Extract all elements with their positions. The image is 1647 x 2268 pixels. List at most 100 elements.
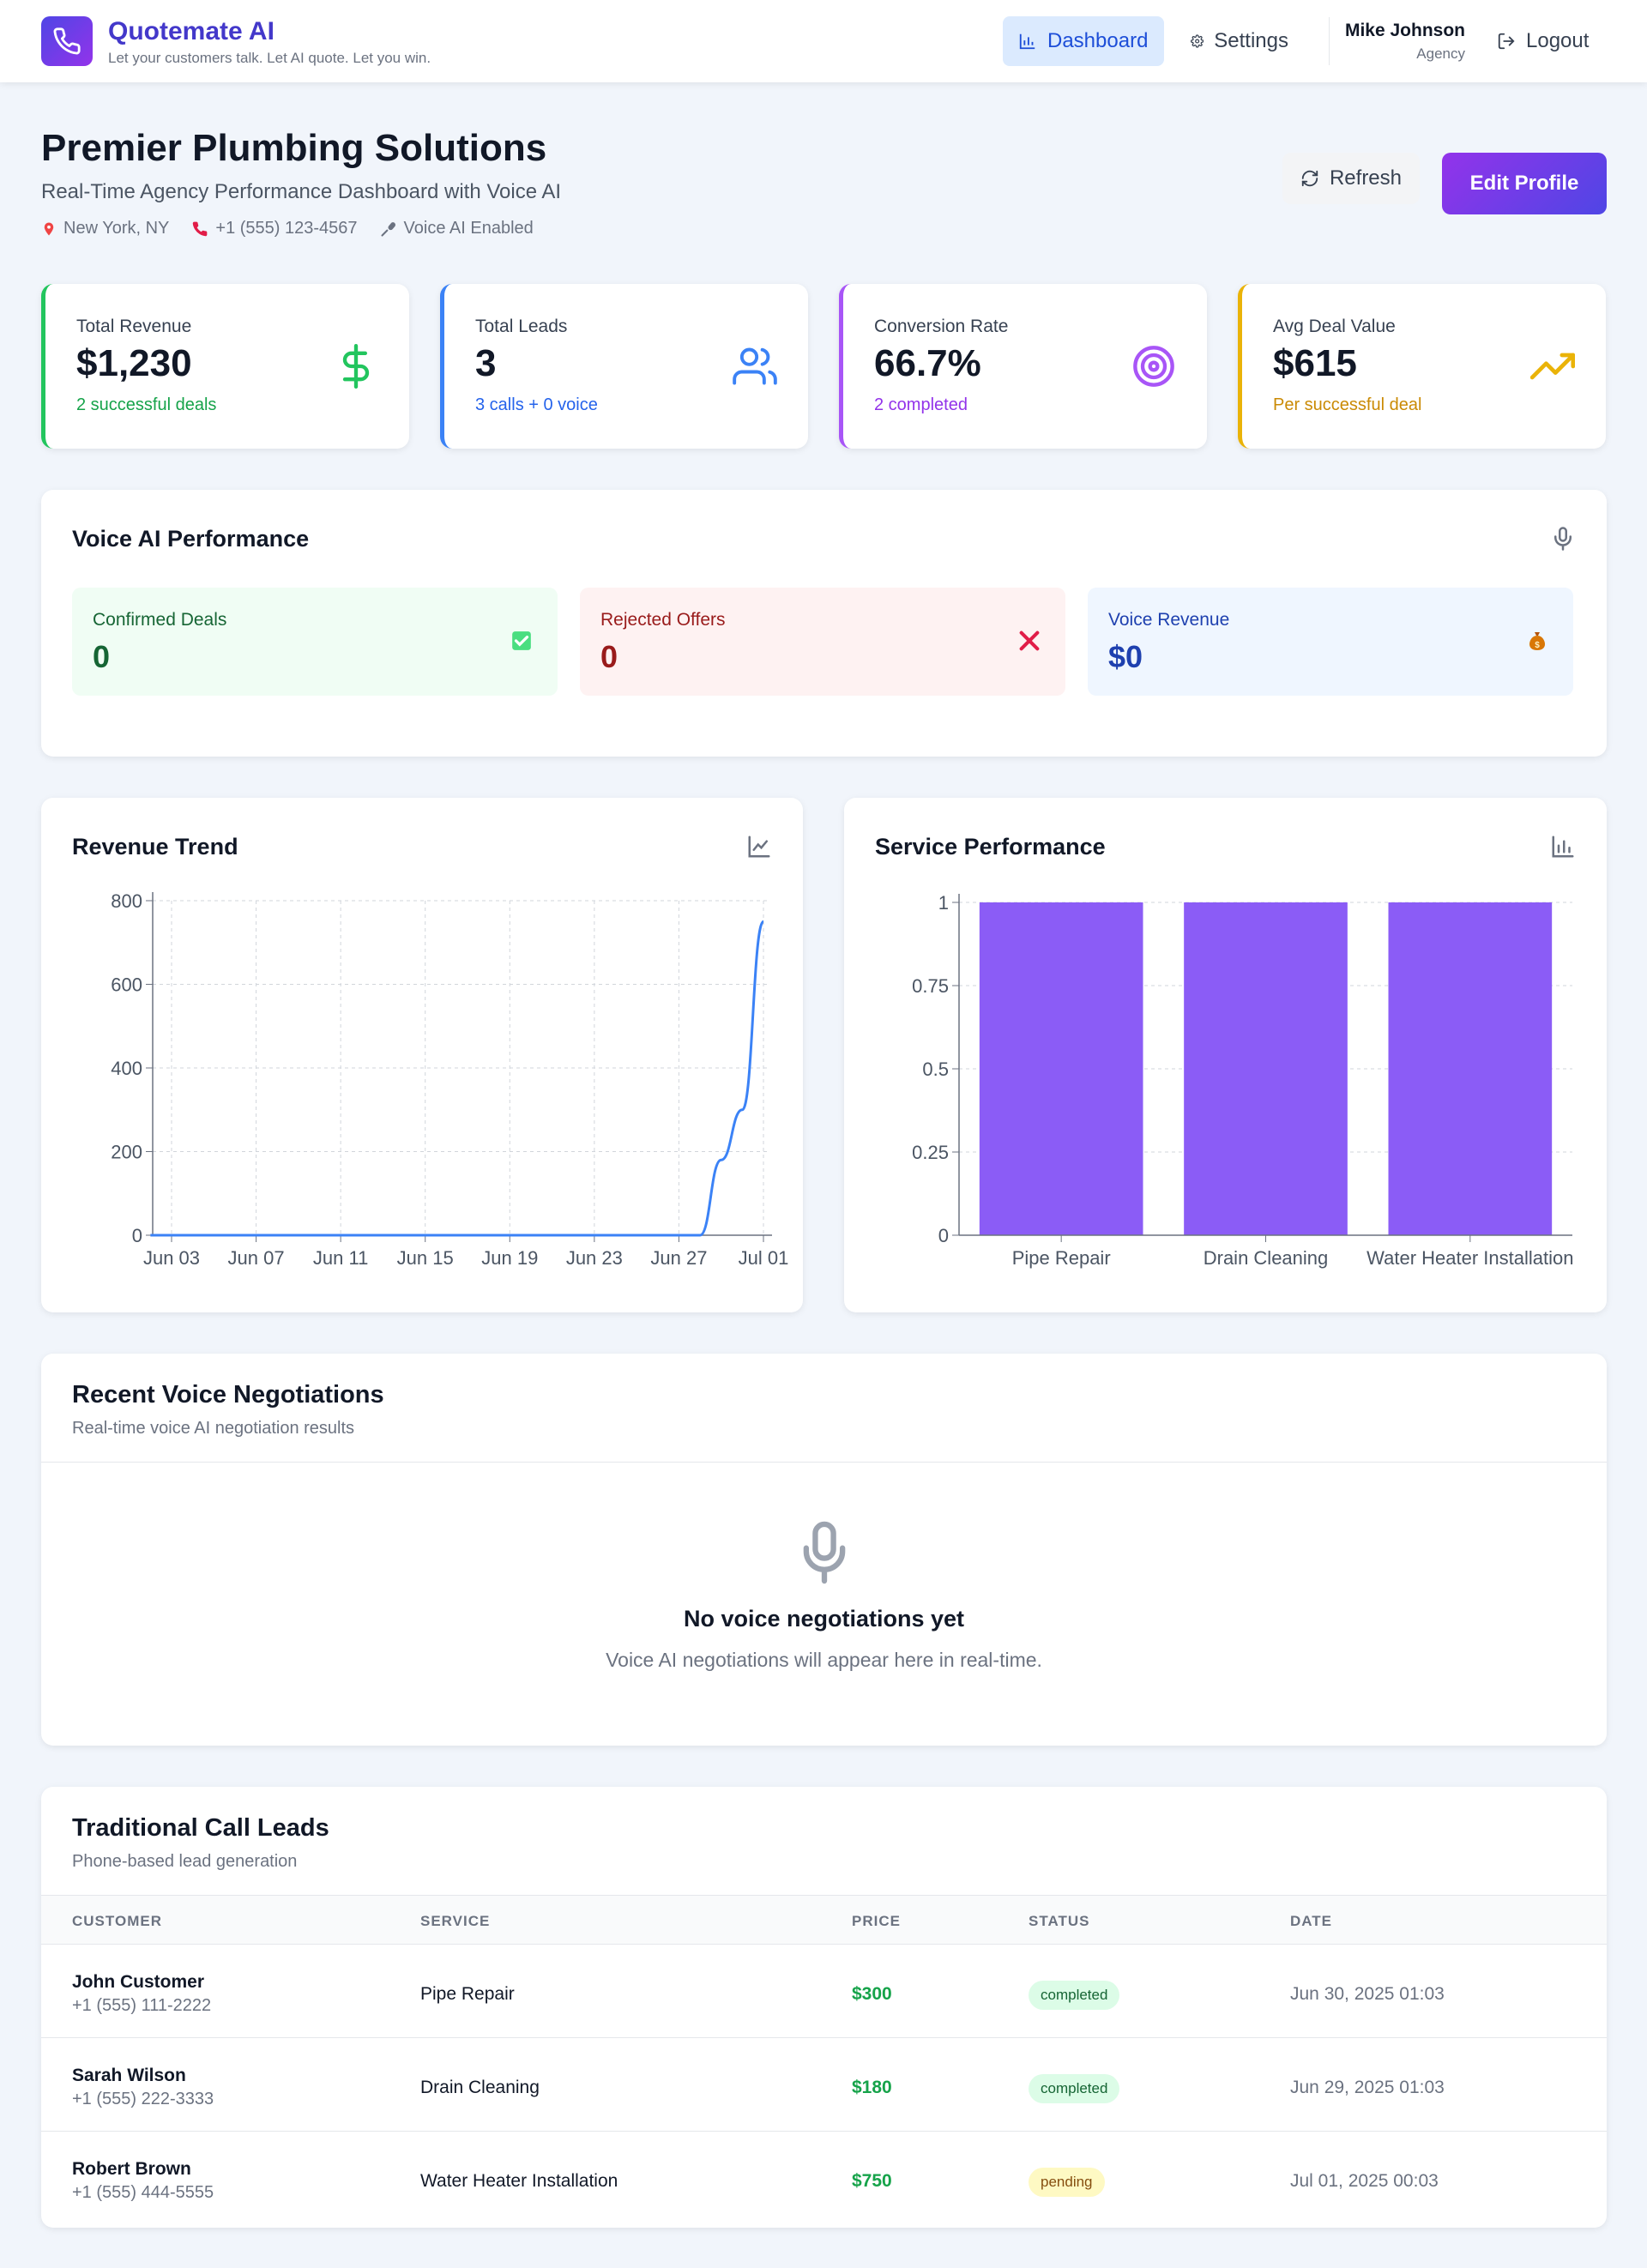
- customer-phone: +1 (555) 222-3333: [72, 2090, 214, 2108]
- customer-phone: +1 (555) 444-5555: [72, 2183, 214, 2202]
- card-title: Traditional Call Leads: [72, 1814, 329, 1842]
- confirmed-deals-label: Confirmed Deals: [93, 610, 227, 630]
- kpi-label: Total Leads: [475, 317, 568, 336]
- user-name: Mike Johnson: [1344, 21, 1465, 40]
- nav-dashboard[interactable]: Dashboard: [1003, 16, 1164, 66]
- card-title: Voice AI Performance: [72, 526, 310, 552]
- table-row[interactable]: Sarah Wilson +1 (555) 222-3333 Drain Cle…: [41, 2038, 1607, 2132]
- voice-text: Voice AI Enabled: [403, 219, 534, 238]
- location-meta: New York, NY: [41, 219, 169, 238]
- refresh-icon: [1301, 170, 1318, 187]
- table-header: CUSTOMER SERVICE PRICE STATUS DATE: [41, 1895, 1607, 1945]
- rejected-offers-label: Rejected Offers: [600, 610, 726, 630]
- phone-text: +1 (555) 123-4567: [215, 219, 358, 238]
- x-tick-label: Jun 19: [481, 1247, 538, 1269]
- nav-settings-label: Settings: [1214, 29, 1288, 52]
- logout-button[interactable]: Logout: [1481, 16, 1610, 66]
- column-header-date: DATE: [1290, 1913, 1333, 1929]
- x-mark-icon: [1016, 627, 1043, 654]
- y-tick-label: 0: [132, 1225, 142, 1246]
- app-logo[interactable]: [41, 16, 93, 66]
- kpi-value: 66.7%: [874, 342, 981, 384]
- price-cell: $180: [852, 2078, 892, 2097]
- kpi-value: 3: [475, 342, 497, 384]
- x-tick-label: Jun 07: [228, 1247, 285, 1269]
- customer-name: John Customer: [72, 1972, 205, 1992]
- kpi-value: $615: [1273, 342, 1357, 384]
- table-row[interactable]: Robert Brown +1 (555) 444-5555 Water Hea…: [41, 2132, 1607, 2225]
- x-tick-label: Drain Cleaning: [1204, 1247, 1329, 1269]
- y-tick-label: 400: [111, 1058, 142, 1079]
- kpi-value: $1,230: [76, 342, 192, 384]
- kpi-avg-deal-value: Avg Deal Value $615 Per successful deal: [1238, 284, 1606, 449]
- line-chart-icon: [748, 835, 770, 858]
- y-tick-label: 800: [111, 890, 142, 912]
- brand-name: Quotemate AI: [108, 17, 274, 45]
- x-tick-label: Jun 11: [313, 1247, 368, 1269]
- kpi-conversion-rate: Conversion Rate 66.7% 2 completed: [839, 284, 1207, 449]
- bar: [1388, 902, 1553, 1235]
- nav-dashboard-label: Dashboard: [1047, 29, 1149, 52]
- customer-phone: +1 (555) 111-2222: [72, 1996, 212, 2015]
- phone-receiver-icon: [193, 221, 208, 236]
- x-tick-label: Jun 03: [143, 1247, 200, 1269]
- customer-name: Robert Brown: [72, 2159, 191, 2179]
- voice-revenue-box: Voice Revenue $0 $: [1088, 588, 1573, 696]
- logout-label: Logout: [1526, 29, 1590, 52]
- phone-icon: [53, 27, 81, 55]
- date-cell: Jul 01, 2025 00:03: [1290, 2171, 1439, 2191]
- kpi-label: Total Revenue: [76, 317, 192, 336]
- bar: [979, 902, 1143, 1235]
- kpi-label: Conversion Rate: [874, 317, 1009, 336]
- voice-revenue-value: $0: [1108, 639, 1143, 674]
- check-box-icon: [508, 627, 535, 654]
- gear-icon: [1191, 34, 1204, 48]
- revenue-trend-card: Revenue Trend 0 200 400 600 800 Jun 03 Jun 07 J…: [41, 798, 803, 1312]
- refresh-button[interactable]: Refresh: [1282, 153, 1420, 204]
- microphone-icon: [1554, 527, 1572, 551]
- edit-profile-button[interactable]: Edit Profile: [1442, 153, 1607, 214]
- y-tick-label: 0.5: [922, 1059, 949, 1080]
- trending-up-icon: [1530, 353, 1575, 380]
- business-meta: New York, NY +1 (555) 123-4567 Voice AI …: [41, 219, 534, 238]
- customer-name: Sarah Wilson: [72, 2066, 186, 2085]
- confirmed-deals-box: Confirmed Deals 0: [72, 588, 558, 696]
- price-cell: $750: [852, 2171, 892, 2191]
- location-text: New York, NY: [63, 219, 170, 238]
- service-cell: Drain Cleaning: [420, 2078, 540, 2097]
- kpi-total-revenue: Total Revenue $1,230 2 successful deals: [41, 284, 409, 449]
- kpi-label: Avg Deal Value: [1273, 317, 1396, 336]
- service-performance-card: Service Performance 0 0.25 0.5 0.75 1 Pipe Re…: [844, 798, 1607, 1312]
- table-row[interactable]: John Customer +1 (555) 111-2222 Pipe Rep…: [41, 1945, 1607, 2038]
- voice-revenue-label: Voice Revenue: [1108, 610, 1230, 630]
- kpi-sub: 3 calls + 0 voice: [475, 395, 598, 414]
- kpi-sub: 2 completed: [874, 395, 968, 414]
- x-tick-label: Jun 23: [566, 1247, 623, 1269]
- status-badge: completed: [1029, 2074, 1120, 2103]
- x-tick-label: Jun 15: [397, 1247, 454, 1269]
- service-cell: Pipe Repair: [420, 1984, 515, 2004]
- top-navbar: Quotemate AI Let your customers talk. Le…: [0, 0, 1647, 82]
- refresh-label: Refresh: [1329, 166, 1403, 190]
- date-cell: Jun 30, 2025 01:03: [1290, 1984, 1445, 2004]
- empty-state-text: Voice AI negotiations will appear here i…: [606, 1649, 1042, 1671]
- x-tick-label: Jul 01: [739, 1247, 789, 1269]
- price-cell: $300: [852, 1984, 892, 2004]
- voice-meta: Voice AI Enabled: [380, 219, 534, 238]
- phone-meta: +1 (555) 123-4567: [191, 219, 358, 238]
- svg-text:$: $: [1535, 641, 1540, 650]
- x-tick-label: Jun 27: [650, 1247, 707, 1269]
- column-header-customer: CUSTOMER: [72, 1913, 162, 1929]
- target-icon: [1133, 346, 1174, 387]
- bar: [1184, 902, 1348, 1235]
- bar-chart-icon: [1552, 835, 1574, 858]
- user-role: Agency: [1416, 45, 1465, 62]
- card-subtitle: Real-time voice AI negotiation results: [72, 1419, 355, 1438]
- x-tick-label: Pipe Repair: [1012, 1247, 1111, 1269]
- voice-ai-performance-card: Voice AI Performance Confirmed Deals 0 R…: [41, 490, 1607, 757]
- status-badge: completed: [1029, 1981, 1120, 2010]
- kpi-sub: 2 successful deals: [76, 395, 217, 414]
- rejected-offers-box: Rejected Offers 0: [580, 588, 1065, 696]
- call-leads-card: Traditional Call Leads Phone-based lead …: [41, 1787, 1607, 2228]
- nav-settings[interactable]: Settings: [1175, 16, 1304, 66]
